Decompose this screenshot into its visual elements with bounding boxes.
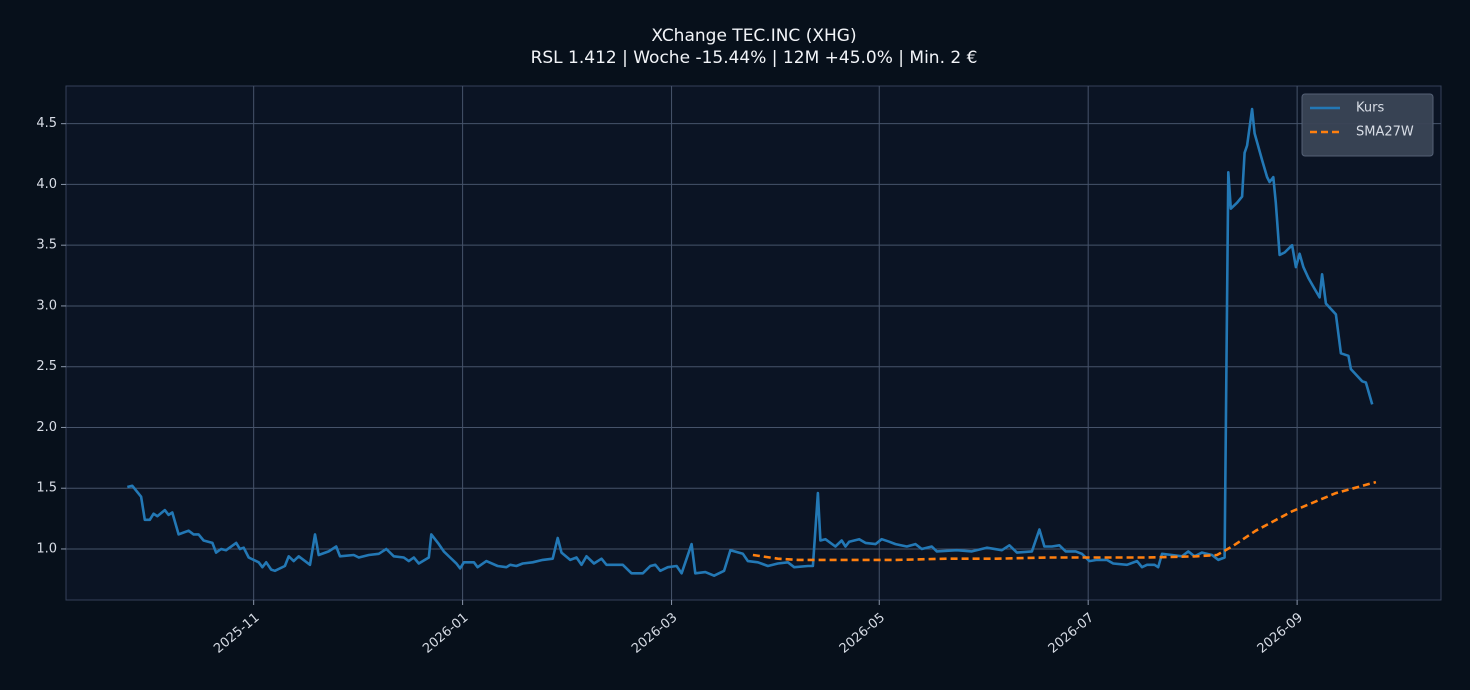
line-series xyxy=(752,480,1377,562)
legend-label: SMA27W xyxy=(1356,125,1414,140)
legend-label: Kurs xyxy=(1356,101,1384,116)
y-tick-label: 3.5 xyxy=(36,238,57,253)
y-tick-label: 3.0 xyxy=(36,298,57,313)
y-tick-label: 1.5 xyxy=(36,481,57,496)
y-tick-label: 2.5 xyxy=(36,359,57,374)
chart-subtitle: RSL 1.412 | Woche -15.44% | 12M +45.0% |… xyxy=(531,48,978,68)
y-tick-label: 1.0 xyxy=(36,541,57,556)
line-series xyxy=(126,107,1374,577)
plot-area xyxy=(65,85,1442,601)
y-tick-label: 4.0 xyxy=(36,177,57,192)
y-tick-label: 4.5 xyxy=(36,116,57,131)
legend-box xyxy=(1301,93,1434,157)
chart-title: XChange TEC.INC (XHG) xyxy=(651,26,856,46)
y-tick-label: 2.0 xyxy=(36,420,57,435)
